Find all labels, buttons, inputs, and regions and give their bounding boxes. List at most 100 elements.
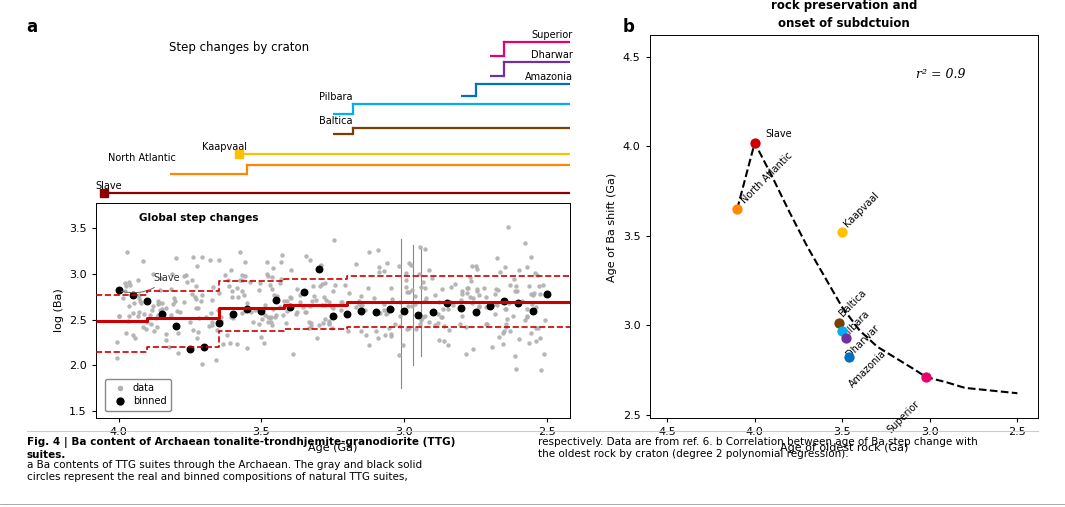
- Text: Amazonia: Amazonia: [848, 349, 888, 390]
- data: [288, 285, 305, 293]
- data: [120, 278, 137, 286]
- data: [499, 299, 517, 307]
- data: [228, 340, 245, 348]
- data: [404, 286, 421, 295]
- data: [488, 301, 505, 309]
- data: [242, 308, 259, 316]
- data: [525, 291, 542, 299]
- data: [321, 319, 338, 327]
- Text: Slave: Slave: [766, 129, 792, 139]
- data: [412, 283, 429, 292]
- binned: [167, 322, 184, 330]
- data: [525, 289, 542, 297]
- data: [145, 270, 162, 278]
- Point: [840, 353, 857, 361]
- data: [398, 287, 415, 296]
- data: [158, 336, 175, 344]
- data: [519, 305, 536, 313]
- data: [265, 291, 282, 299]
- data: [524, 300, 541, 308]
- Text: Pilbara: Pilbara: [320, 92, 353, 102]
- data: [151, 306, 168, 314]
- data: [135, 310, 152, 318]
- data: [244, 318, 261, 326]
- data: [119, 317, 136, 325]
- data: [146, 327, 163, 335]
- data: [259, 270, 276, 278]
- Text: Kaapvaal: Kaapvaal: [842, 190, 881, 229]
- data: [297, 252, 314, 260]
- binned: [267, 296, 284, 304]
- binned: [381, 305, 398, 313]
- data: [371, 263, 388, 271]
- data: [260, 313, 277, 321]
- data: [491, 333, 508, 341]
- data: [411, 270, 428, 278]
- data: [414, 278, 431, 286]
- data: [214, 340, 231, 348]
- data: [383, 295, 400, 303]
- Text: Baltica: Baltica: [320, 116, 353, 126]
- data: [441, 298, 458, 306]
- data: [167, 297, 184, 305]
- data: [295, 303, 312, 311]
- data: [259, 318, 276, 327]
- data: [431, 336, 448, 344]
- Text: respectively. Data are from ref. 6. b Correlation between age of Ba step change : respectively. Data are from ref. 6. b Co…: [538, 437, 978, 459]
- data: [452, 319, 469, 328]
- data: [531, 289, 548, 298]
- data: [185, 326, 202, 334]
- data: [211, 256, 228, 264]
- data: [164, 270, 181, 278]
- data: [412, 316, 429, 324]
- data: [351, 297, 368, 305]
- Text: a: a: [27, 18, 37, 36]
- data: [316, 315, 333, 323]
- data: [229, 293, 246, 301]
- data: [321, 298, 338, 306]
- data: [323, 302, 340, 310]
- data: [234, 287, 251, 296]
- binned: [225, 310, 242, 318]
- data: [316, 279, 333, 287]
- data: [384, 305, 402, 313]
- data: [308, 296, 325, 304]
- binned: [110, 286, 127, 295]
- data: [414, 313, 431, 321]
- data: [496, 305, 513, 313]
- data: [316, 301, 333, 309]
- data: [372, 309, 389, 317]
- binned: [281, 303, 298, 311]
- data: [278, 319, 295, 328]
- data: [257, 301, 274, 309]
- data: [379, 307, 396, 315]
- data: [527, 337, 544, 345]
- data: [494, 340, 511, 348]
- data: [149, 297, 166, 305]
- data: [110, 312, 127, 320]
- data: [382, 332, 399, 340]
- data: [189, 262, 206, 270]
- data: [377, 331, 394, 339]
- data: [357, 306, 374, 314]
- data: [130, 291, 147, 299]
- data: [117, 282, 134, 291]
- binned: [453, 304, 470, 312]
- data: [416, 245, 433, 254]
- Y-axis label: log (Ba): log (Ba): [53, 288, 64, 333]
- data: [314, 319, 331, 327]
- binned: [196, 343, 213, 351]
- data: [445, 301, 462, 309]
- data: [211, 289, 228, 298]
- data: [219, 276, 236, 284]
- Text: Dharwar: Dharwar: [843, 322, 881, 359]
- data: [181, 318, 198, 327]
- data: [302, 319, 320, 327]
- data: [301, 256, 318, 264]
- data: [502, 280, 519, 288]
- data: [408, 324, 425, 333]
- data: [416, 297, 433, 305]
- Text: Amazonia: Amazonia: [525, 72, 573, 82]
- data: [302, 322, 320, 330]
- Point: [837, 334, 854, 342]
